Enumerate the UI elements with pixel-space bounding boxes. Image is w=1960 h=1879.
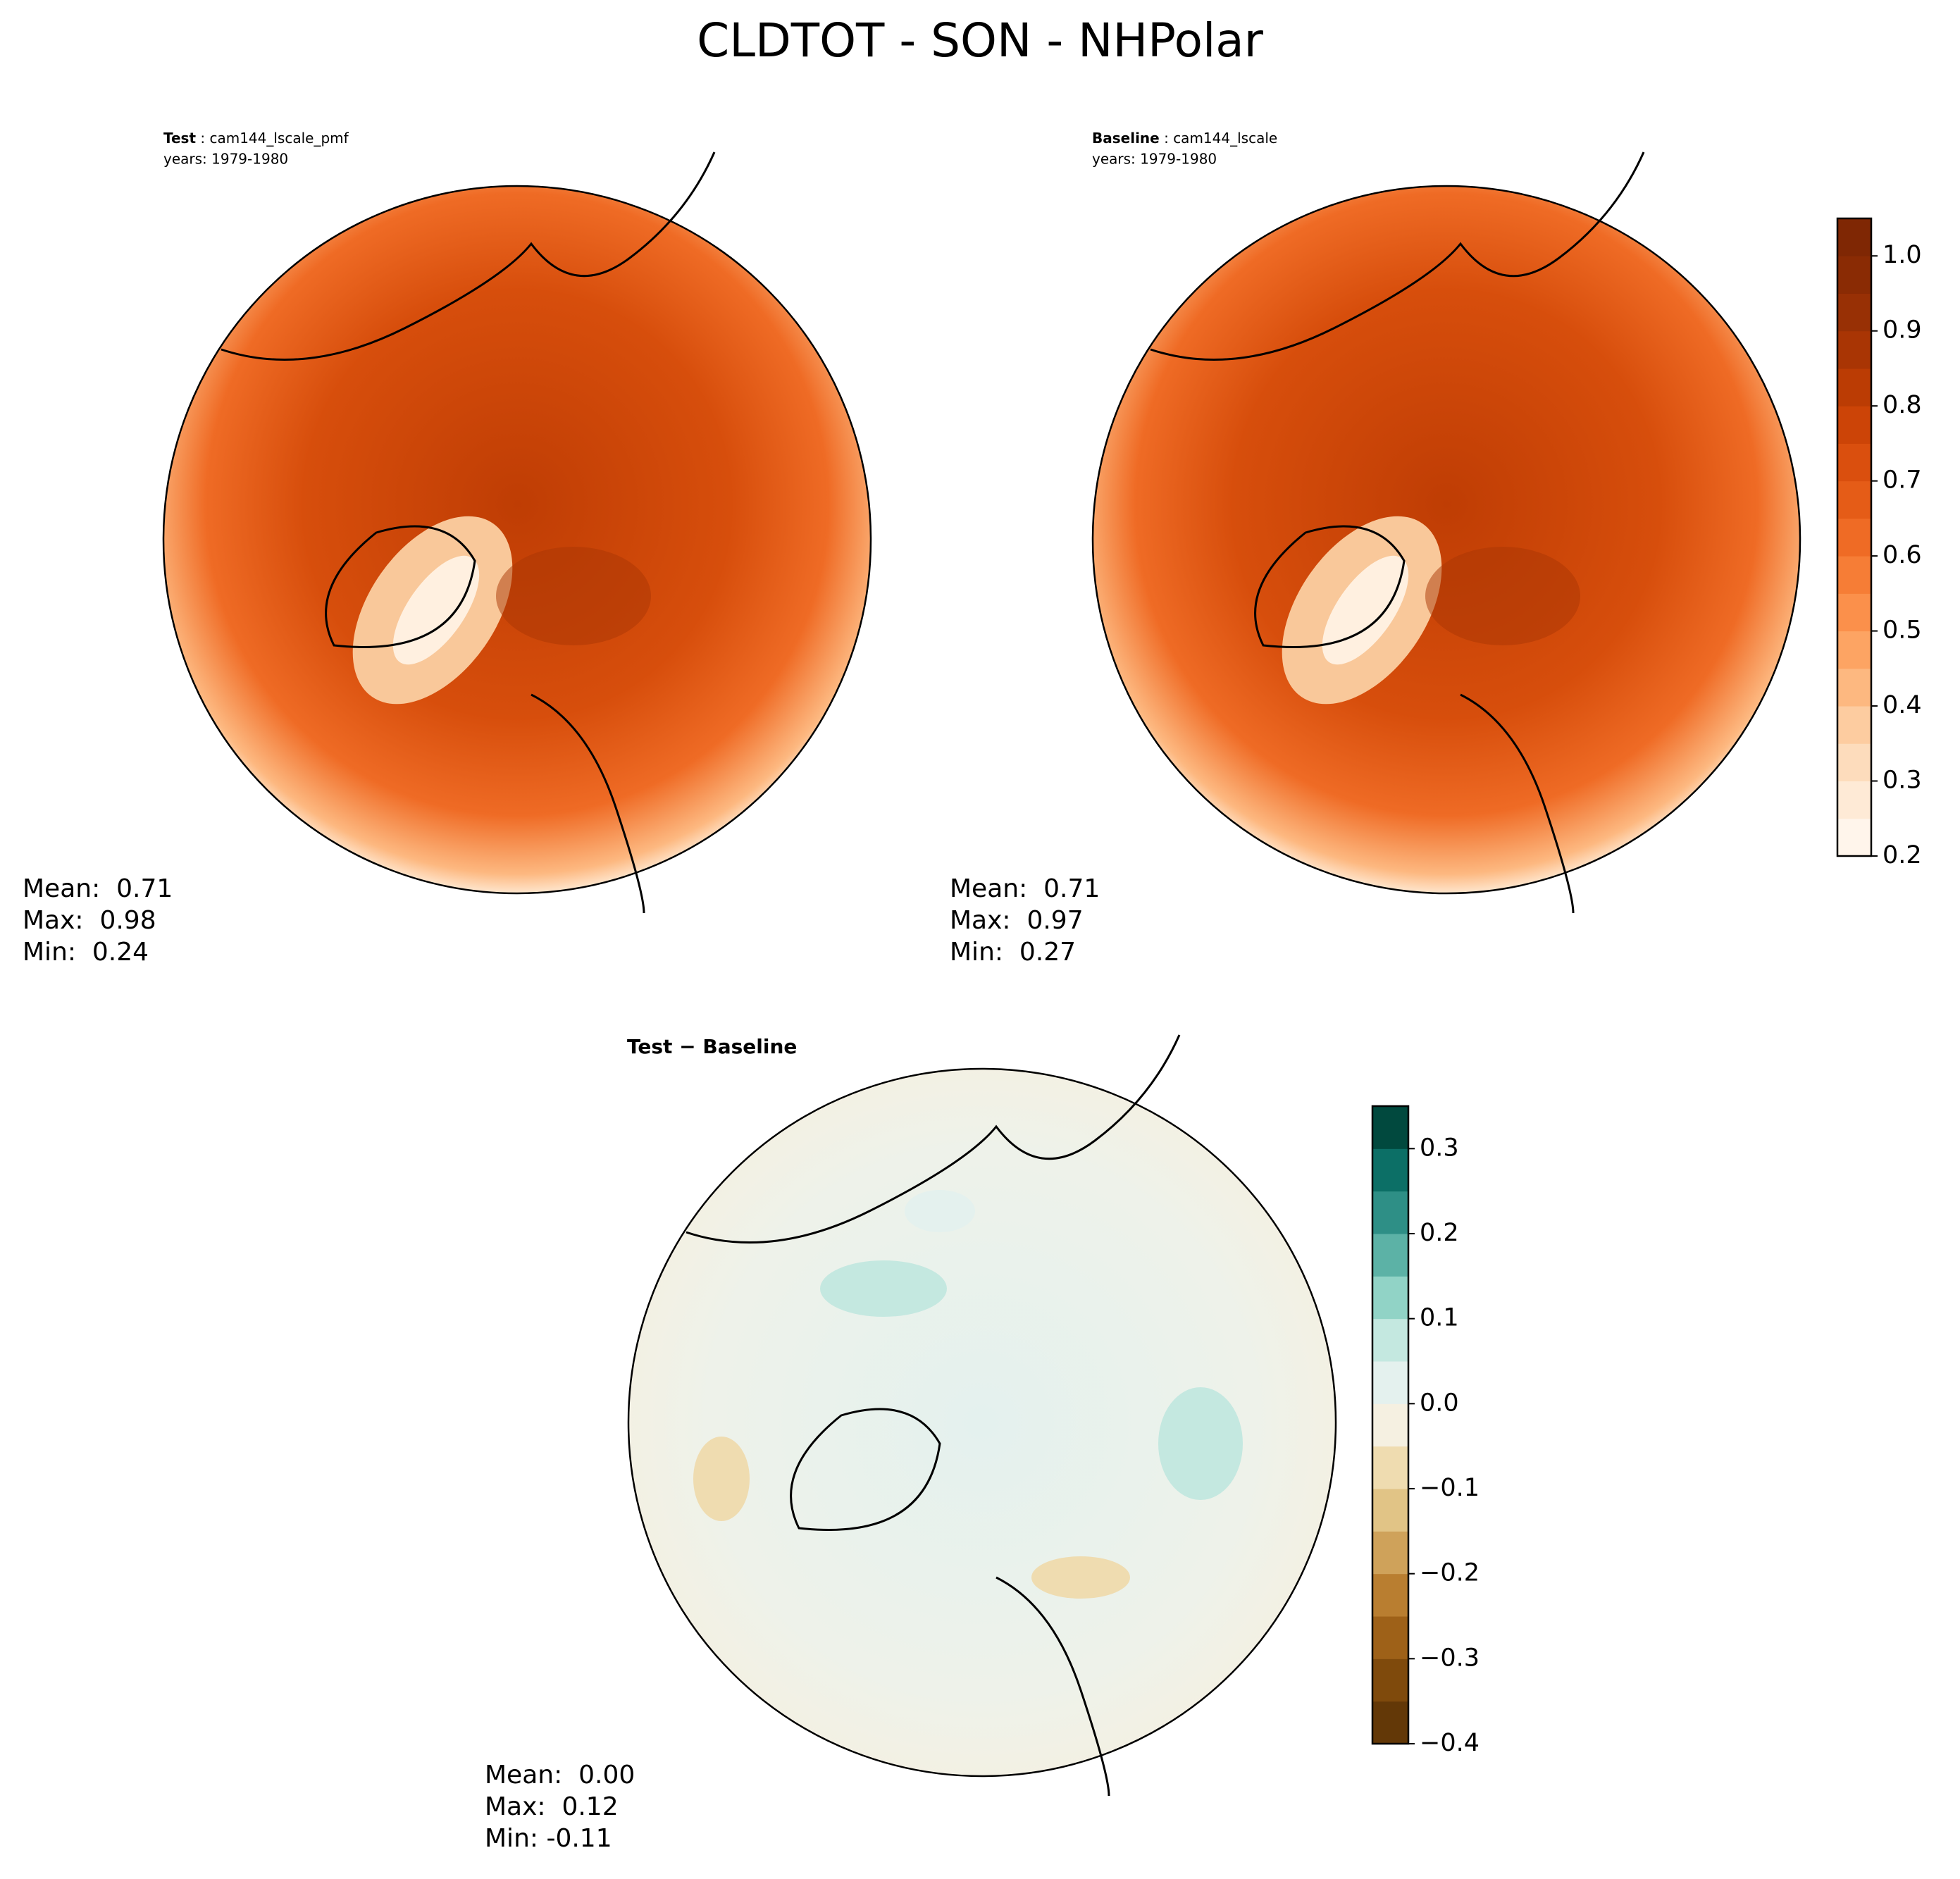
colorbar-segment — [1372, 1234, 1408, 1277]
colorbar-segment — [1372, 1318, 1408, 1362]
colorbar-segment — [1837, 480, 1871, 519]
panel-title-bold: Test − Baseline — [627, 1035, 797, 1058]
colorbar-segment — [1837, 293, 1871, 332]
panel-subtitle: years: 1979-1980 — [1092, 151, 1217, 168]
stat-line: Max: 0.97 — [950, 906, 1084, 935]
stat-line: Min: 0.24 — [23, 938, 149, 967]
colorbar-tick-label: −0.3 — [1420, 1644, 1480, 1672]
colorbar-tick-label: 0.8 — [1883, 391, 1922, 419]
colorbar-tick-label: −0.1 — [1420, 1474, 1480, 1502]
colorbar-segment — [1837, 443, 1871, 482]
panel-title: Baseline : cam144_lscale — [1092, 130, 1277, 147]
colorbar-segment — [1372, 1658, 1408, 1702]
colorbar-frame — [1371, 1105, 1410, 1745]
colorbar-tick-label: −0.2 — [1420, 1559, 1480, 1587]
map-patch — [1031, 1556, 1130, 1599]
colorbar-segment — [1837, 256, 1871, 294]
panel-title-bold: Test — [163, 130, 196, 147]
colorbar-tick-label: 0.2 — [1420, 1219, 1459, 1247]
colorbar-tick-label: 0.6 — [1883, 541, 1922, 569]
colorbar-segment — [1837, 781, 1871, 819]
map-patch — [1425, 547, 1580, 645]
colorbar-segment — [1837, 631, 1871, 669]
map-patch — [1322, 555, 1409, 665]
colorbar-segment — [1837, 668, 1871, 707]
colorbar-tick-label: 0.2 — [1883, 841, 1922, 869]
coastline — [221, 151, 716, 914]
colorbar-segment — [1837, 518, 1871, 557]
colorbar-segment — [1372, 1701, 1408, 1744]
colorbar-segment — [1837, 818, 1871, 857]
colorbar-tick-label: 0.1 — [1420, 1304, 1459, 1332]
map-field — [628, 1069, 1336, 1776]
map-patch — [905, 1190, 975, 1232]
colorbar-segment — [1837, 218, 1871, 256]
colorbar-segment — [1372, 1276, 1408, 1320]
stat-line: Mean: 0.71 — [950, 874, 1100, 903]
colorbar-segment — [1837, 593, 1871, 632]
colorbar-segment — [1372, 1489, 1408, 1532]
colorbar-segment — [1372, 1361, 1408, 1404]
colorbar-segment — [1372, 1106, 1408, 1149]
stat-line: Min: 0.27 — [950, 938, 1076, 967]
colorbar-segment — [1372, 1148, 1408, 1192]
colorbar-segment — [1837, 556, 1871, 594]
colorbar-segment — [1837, 406, 1871, 444]
colorbar-segment — [1837, 706, 1871, 744]
map-patch — [496, 547, 651, 645]
map-patch — [392, 555, 480, 665]
map-border — [627, 1067, 1337, 1778]
map-border — [1091, 185, 1801, 895]
colorbar-segment — [1372, 1191, 1408, 1234]
colorbar-frame — [1836, 217, 1873, 857]
panel-title: Test − Baseline — [627, 1035, 797, 1058]
colorbar-segment — [1372, 1531, 1408, 1575]
stat-line: Mean: 0.00 — [485, 1761, 635, 1790]
stat-line: Mean: 0.71 — [23, 874, 173, 903]
panel-title-case: : cam144_lscale — [1160, 130, 1277, 147]
colorbar-tick-label: −0.4 — [1420, 1729, 1480, 1757]
map-patch — [693, 1437, 750, 1521]
suptitle: CLDTOT - SON - NHPolar — [697, 13, 1264, 68]
colorbar-segment — [1837, 368, 1871, 407]
colorbar-segment — [1372, 1573, 1408, 1617]
colorbar-tick-label: 0.3 — [1883, 767, 1922, 795]
colorbar-tick-label: 0.5 — [1883, 616, 1922, 645]
stat-line: Max: 0.98 — [23, 906, 156, 935]
panel-title: Test : cam144_lscale_pmf — [163, 130, 349, 147]
colorbar-tick-label: 0.7 — [1883, 466, 1922, 495]
colorbar-tick-label: 0.0 — [1420, 1389, 1459, 1417]
map-patch — [820, 1260, 947, 1317]
colorbar-tick-label: 0.3 — [1420, 1134, 1459, 1162]
stat-line: Min: -0.11 — [485, 1824, 612, 1853]
map-patch — [1158, 1387, 1243, 1500]
colorbar-segment — [1372, 1403, 1408, 1447]
colorbar-tick-label: 1.0 — [1883, 241, 1922, 269]
panel-title-bold: Baseline — [1092, 130, 1160, 147]
coastline — [1150, 151, 1645, 914]
coastline — [686, 1034, 1181, 1797]
colorbar-tick-label: 0.4 — [1883, 691, 1922, 719]
map-field — [163, 186, 871, 893]
colorbar-segment — [1372, 1446, 1408, 1489]
colorbar-tick-label: 0.9 — [1883, 316, 1922, 345]
colorbar-segment — [1837, 330, 1871, 369]
panel-subtitle: years: 1979-1980 — [163, 151, 288, 168]
colorbar-segment — [1837, 743, 1871, 782]
map-border — [162, 185, 872, 895]
panel-title-case: : cam144_lscale_pmf — [196, 130, 349, 147]
colorbar-segment — [1372, 1616, 1408, 1659]
map-field — [1093, 186, 1800, 893]
stat-line: Max: 0.12 — [485, 1792, 619, 1821]
